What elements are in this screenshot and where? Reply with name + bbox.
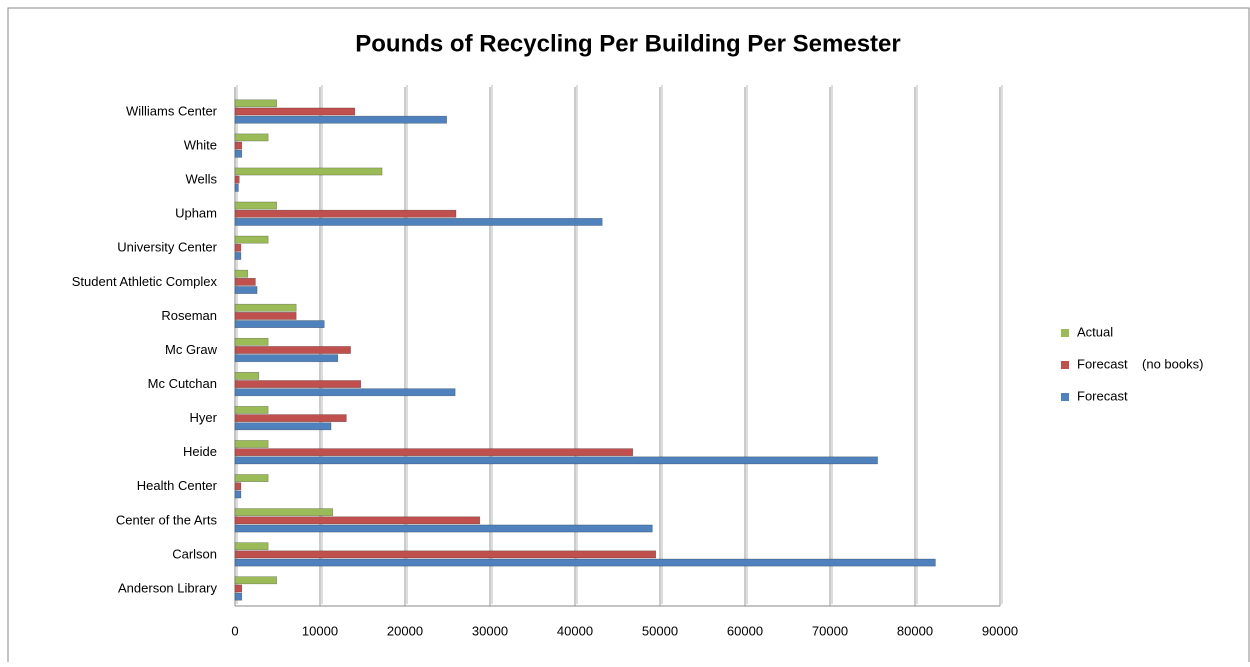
bar	[234, 183, 239, 192]
y-tick-label: Williams Center	[126, 103, 218, 118]
x-tick-label: 90000	[982, 623, 1018, 638]
bar	[234, 303, 297, 312]
x-tick-label: 0	[231, 623, 238, 638]
bar	[234, 175, 240, 184]
x-tick-label: 50000	[642, 623, 678, 638]
bar	[234, 524, 653, 533]
bar	[234, 277, 256, 286]
bar	[234, 201, 277, 210]
bar	[234, 337, 269, 346]
x-tick-label: 20000	[387, 623, 423, 638]
x-tick-label: 10000	[302, 623, 338, 638]
bar	[234, 592, 243, 601]
bar	[234, 167, 383, 176]
x-tick-label: 60000	[727, 623, 763, 638]
bar	[234, 107, 356, 116]
bar	[234, 584, 243, 593]
bar	[234, 576, 277, 585]
legend-label: Actual	[1077, 324, 1113, 339]
y-tick-label: Roseman	[161, 308, 217, 323]
y-tick-label: Mc Cutchan	[148, 376, 217, 391]
y-tick-label: Wells	[185, 172, 217, 187]
bar	[234, 440, 269, 448]
x-tick-label: 30000	[472, 623, 508, 638]
y-tick-label: Upham	[175, 206, 217, 221]
bar	[234, 542, 269, 551]
bar	[234, 141, 243, 150]
bar	[234, 269, 249, 278]
bar	[234, 99, 277, 108]
x-tick-label: 40000	[557, 623, 593, 638]
bar	[234, 235, 269, 244]
bar	[234, 346, 351, 354]
bar	[234, 406, 269, 414]
x-tick-label: 80000	[897, 623, 933, 638]
bar	[234, 149, 243, 158]
bar	[234, 372, 260, 380]
legend-swatch	[1061, 329, 1069, 337]
legend-label: Forecast	[1077, 388, 1128, 403]
bar	[234, 422, 332, 431]
y-tick-label: University Center	[117, 240, 217, 255]
legend-swatch	[1061, 361, 1069, 369]
y-tick-label: Heide	[183, 444, 217, 459]
bar	[234, 490, 242, 499]
bar	[234, 388, 456, 397]
bar	[234, 218, 603, 226]
bar	[234, 482, 242, 491]
bar	[234, 252, 242, 260]
y-tick-label: Hyer	[190, 410, 218, 425]
bar	[234, 286, 258, 294]
bar	[234, 558, 936, 567]
bar	[234, 209, 457, 218]
bar	[234, 354, 339, 363]
bar	[234, 320, 325, 328]
y-tick-label: White	[184, 138, 217, 153]
y-tick-label: Anderson Library	[118, 580, 217, 595]
bar	[234, 414, 347, 423]
y-tick-label: Student Athletic Complex	[72, 274, 218, 289]
y-tick-label: Carlson	[172, 546, 217, 561]
bar	[234, 312, 297, 320]
x-tick-label: 70000	[812, 623, 848, 638]
bar	[234, 516, 481, 525]
bar	[234, 380, 362, 388]
y-tick-label: Center of the Arts	[116, 512, 218, 527]
bar	[234, 508, 334, 517]
bar	[234, 133, 269, 142]
bar	[234, 448, 634, 457]
bar	[234, 474, 269, 482]
bar	[234, 115, 447, 124]
y-tick-label: Health Center	[137, 478, 218, 493]
chart-title: Pounds of Recycling Per Building Per Sem…	[355, 30, 900, 57]
legend-label: Forecast (no books)	[1077, 356, 1203, 371]
bar	[234, 243, 242, 252]
bar	[234, 550, 657, 559]
legend-swatch	[1061, 393, 1069, 401]
y-tick-label: Mc Graw	[165, 342, 218, 357]
bar	[234, 456, 878, 465]
